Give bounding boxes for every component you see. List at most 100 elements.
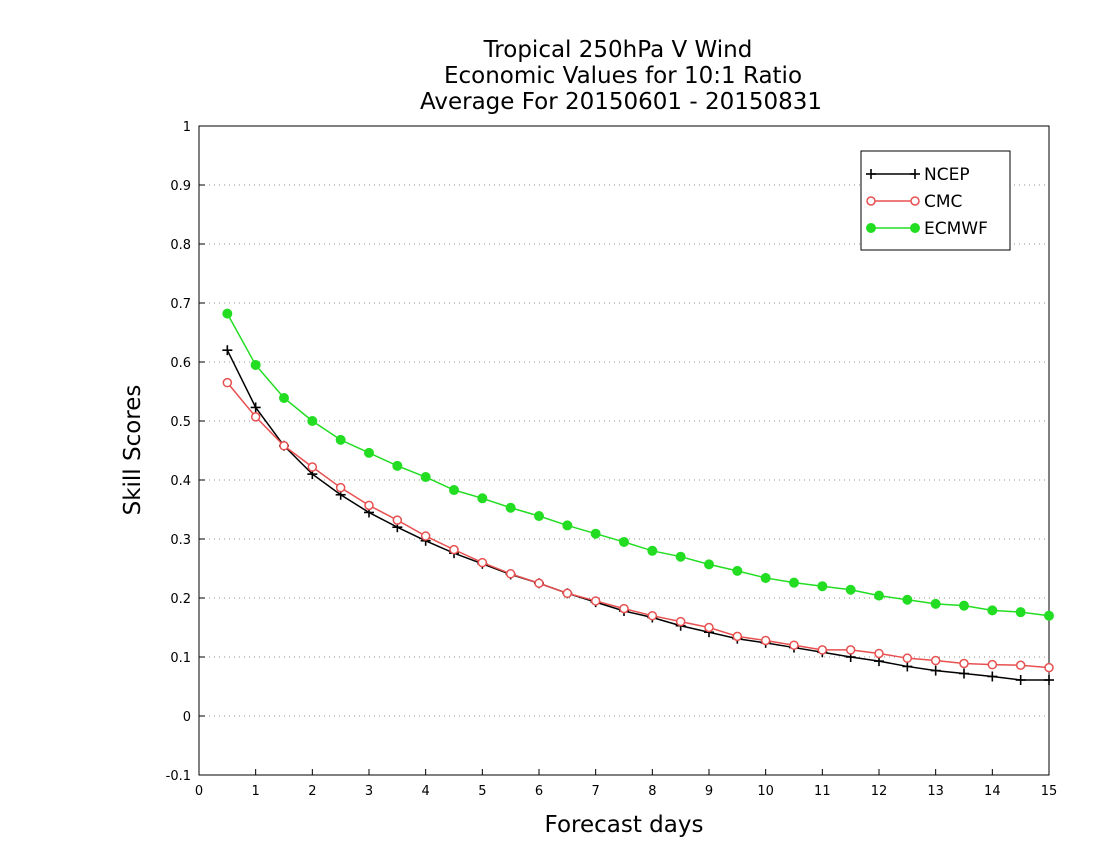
data-point-ecmwf xyxy=(619,536,629,547)
data-point-ecmwf xyxy=(817,581,828,592)
x-tick-label: 4 xyxy=(422,784,430,799)
data-point-cmc xyxy=(987,659,998,670)
x-axis-title: Forecast days xyxy=(545,812,704,838)
data-point-cmc xyxy=(222,377,233,388)
data-point-cmc xyxy=(420,531,431,541)
data-point-ecmwf xyxy=(1015,607,1026,618)
y-tick-label: -0.1 xyxy=(166,769,191,784)
y-tick-label: 0.7 xyxy=(170,297,191,312)
x-tick-label: 8 xyxy=(648,784,656,799)
x-tick-label: 12 xyxy=(871,784,888,799)
data-point-cmc xyxy=(817,645,828,655)
series-ncep xyxy=(222,345,1054,686)
data-point-ecmwf xyxy=(364,447,374,458)
y-tick-label: 0.2 xyxy=(170,592,191,607)
x-tick-label: 0 xyxy=(195,784,203,799)
series-cmc xyxy=(222,377,1054,673)
data-point-ncep xyxy=(1015,675,1026,686)
x-axis: 0 1 2 3 4 5 6 7 8 9 10 11 12 13 14 15 xyxy=(195,769,1057,799)
x-tick-label: 11 xyxy=(814,784,831,799)
data-point-ecmwf xyxy=(534,510,544,521)
y-tick-label: 0.4 xyxy=(170,474,191,489)
data-point-ncep xyxy=(902,661,913,672)
legend-marker-ecmwf xyxy=(866,223,876,233)
legend-label-ecmwf: ECMWF xyxy=(924,219,988,239)
data-point-ecmwf xyxy=(392,460,403,471)
data-point-ecmwf xyxy=(250,359,261,370)
y-tick-label: 0.8 xyxy=(170,238,191,253)
y-tick-label: 1 xyxy=(183,120,191,135)
data-point-cmc xyxy=(534,578,544,588)
legend-label-cmc: CMC xyxy=(924,192,962,212)
x-tick-label: 1 xyxy=(252,784,260,799)
data-point-cmc xyxy=(364,500,374,511)
y-tick-label: 0.5 xyxy=(170,415,191,430)
x-tick-label: 9 xyxy=(705,784,713,799)
data-point-ecmwf xyxy=(930,598,941,609)
data-point-cmc xyxy=(930,655,941,666)
data-point-ncep xyxy=(222,345,233,356)
data-point-ecmwf xyxy=(307,416,318,426)
legend-label-ncep: NCEP xyxy=(924,165,970,185)
data-point-cmc xyxy=(392,515,403,525)
data-point-ecmwf xyxy=(449,485,459,496)
x-tick-label: 2 xyxy=(308,784,316,799)
x-tick-label: 6 xyxy=(535,784,543,799)
data-point-ecmwf xyxy=(902,594,913,605)
y-tick-label: 0.6 xyxy=(170,356,191,371)
data-point-cmc xyxy=(1044,662,1054,673)
data-point-ecmwf xyxy=(704,559,714,570)
data-point-ecmwf xyxy=(420,472,431,483)
x-tick-label: 14 xyxy=(984,784,1001,799)
y-tick-label: 0.3 xyxy=(170,533,191,548)
series-ecmwf xyxy=(222,308,1054,621)
data-point-cmc xyxy=(902,653,913,663)
title-line-2: Economic Values for 10:1 Ratio xyxy=(444,63,802,89)
data-point-ecmwf xyxy=(675,551,686,562)
data-point-ecmwf xyxy=(760,572,771,583)
y-tick-label: 0 xyxy=(183,710,191,725)
data-point-ecmwf xyxy=(335,434,346,445)
y-axis-title: Skill Scores xyxy=(120,385,146,516)
data-point-ecmwf xyxy=(590,528,601,539)
legend-marker-ncep xyxy=(866,169,876,179)
legend-marker-cmc xyxy=(910,196,920,206)
data-point-cmc xyxy=(619,603,629,614)
data-point-ncep xyxy=(250,402,261,413)
data-point-ecmwf xyxy=(732,565,743,576)
data-point-ecmwf xyxy=(477,493,488,504)
x-tick-label: 7 xyxy=(592,784,600,799)
data-point-ecmwf xyxy=(789,577,799,588)
data-point-cmc xyxy=(647,610,658,621)
data-point-ncep xyxy=(930,665,941,676)
data-point-cmc xyxy=(845,645,856,655)
data-point-ecmwf xyxy=(874,590,884,601)
y-tick-label: 0.1 xyxy=(170,651,191,666)
legend-marker-ecmwf xyxy=(910,223,920,233)
data-point-ecmwf xyxy=(279,392,289,403)
title-line-1: Tropical 250hPa V Wind xyxy=(483,37,753,63)
data-point-ecmwf xyxy=(987,605,998,616)
data-point-ncep xyxy=(987,671,998,682)
x-tick-label: 5 xyxy=(478,784,486,799)
data-point-cmc xyxy=(704,622,714,633)
data-point-ecmwf xyxy=(1044,610,1054,621)
legend: NCEP CMC ECMWF xyxy=(860,150,1011,251)
data-point-ecmwf xyxy=(505,502,516,513)
chart-title: Tropical 250hPa V Wind Economic Values f… xyxy=(420,37,822,115)
x-tick-label: 10 xyxy=(757,784,774,799)
data-point-cmc xyxy=(449,544,459,555)
data-point-cmc xyxy=(477,557,488,568)
data-point-cmc xyxy=(789,640,799,650)
data-point-cmc xyxy=(562,588,573,599)
data-point-cmc xyxy=(760,635,771,646)
x-tick-label: 13 xyxy=(927,784,944,799)
data-point-ecmwf xyxy=(647,545,658,556)
data-point-cmc xyxy=(675,616,686,627)
data-point-ecmwf xyxy=(222,308,233,319)
data-point-cmc xyxy=(307,462,318,472)
data-point-cmc xyxy=(250,412,261,422)
y-axis: -0.1 0 0.1 0.2 0.3 0.4 0.5 0.6 0.7 0.8 0.9 1 xyxy=(166,120,205,784)
